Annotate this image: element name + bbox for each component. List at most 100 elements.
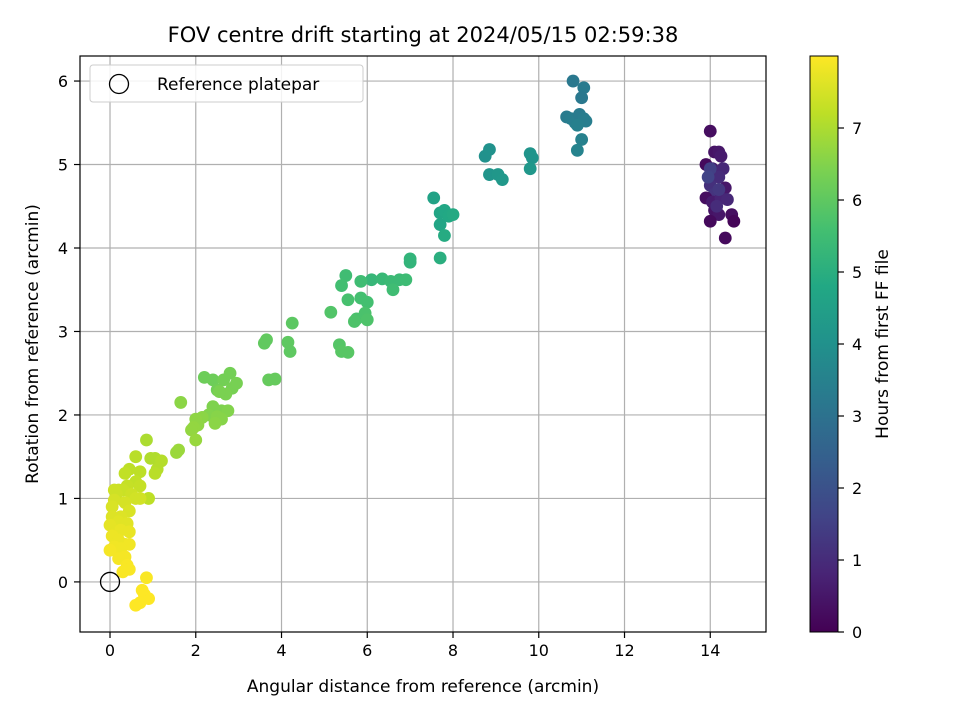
data-point: [718, 231, 732, 245]
data-point: [525, 151, 539, 165]
data-point: [135, 583, 149, 597]
data-point: [223, 366, 237, 380]
data-point: [339, 269, 353, 282]
data-point: [268, 372, 282, 386]
data-point: [260, 333, 273, 347]
data-points: [103, 74, 741, 612]
y-axis-ticks: 0 1 2 3 4 5 6: [58, 72, 80, 592]
x-tick-label: 4: [276, 641, 286, 660]
y-tick-label: 1: [58, 489, 68, 508]
x-tick-label: 2: [191, 641, 201, 660]
colorbar-tick-label: 7: [852, 119, 862, 138]
colorbar-ticks: 0 1 2 3 4 5 6 7: [838, 119, 862, 642]
x-tick-label: 14: [700, 641, 720, 660]
data-point: [433, 218, 447, 232]
data-point: [206, 373, 220, 387]
grid-lines: [80, 56, 766, 632]
x-tick-label: 6: [362, 641, 372, 660]
y-tick-label: 2: [58, 406, 68, 425]
data-point: [446, 208, 460, 222]
y-tick-label: 6: [58, 72, 68, 91]
data-point: [399, 273, 413, 287]
data-point: [189, 433, 203, 447]
y-tick-label: 3: [58, 322, 68, 341]
x-tick-label: 0: [105, 641, 115, 660]
data-point: [172, 443, 186, 457]
data-point: [285, 316, 299, 330]
data-point: [133, 465, 147, 479]
colorbar-tick-label: 0: [852, 623, 862, 642]
data-point: [727, 214, 741, 228]
y-tick-label: 4: [58, 239, 68, 258]
data-point: [523, 162, 537, 176]
data-point: [174, 396, 188, 409]
data-point: [140, 571, 153, 585]
data-point: [148, 466, 162, 480]
data-point: [403, 255, 417, 269]
chart-title: FOV centre drift starting at 2024/05/15 …: [168, 23, 679, 47]
data-point: [112, 552, 125, 565]
data-point: [348, 315, 361, 328]
data-point: [212, 385, 226, 398]
legend-box: [89, 64, 364, 103]
data-point: [703, 214, 717, 228]
colorbar-tick-label: 3: [852, 407, 862, 426]
x-axis-ticks: 0 2 4 6 8 10 12 14: [105, 632, 720, 660]
data-point: [133, 479, 147, 493]
data-point: [575, 91, 589, 105]
data-point: [341, 345, 355, 359]
data-point: [105, 500, 119, 514]
x-tick-label: 12: [614, 641, 634, 660]
data-point: [140, 433, 153, 447]
data-point: [712, 183, 726, 196]
colorbar-tick-label: 4: [852, 335, 862, 354]
data-point: [129, 598, 143, 612]
data-point: [710, 199, 724, 213]
colorbar-label: Hours from first FF file: [873, 249, 893, 439]
data-point: [116, 565, 130, 579]
data-point: [133, 492, 147, 505]
colorbar-tick-label: 1: [852, 551, 862, 570]
data-point: [354, 274, 368, 288]
colorbar-tick-label: 2: [852, 479, 862, 498]
data-point: [283, 345, 297, 358]
x-axis-label: Angular distance from reference (arcmin): [247, 677, 599, 697]
data-point: [129, 450, 143, 464]
plot-frame: [79, 55, 767, 633]
data-point: [103, 543, 117, 557]
legend-label: Reference platepar: [157, 75, 319, 95]
data-point: [570, 143, 584, 157]
data-point: [122, 525, 136, 539]
data-point: [324, 305, 338, 319]
data-point: [118, 466, 132, 480]
legend: Reference platepar: [89, 64, 364, 103]
y-axis-label: Rotation from reference (arcmin): [23, 204, 43, 484]
data-point: [208, 416, 222, 430]
data-point: [433, 251, 447, 265]
x-tick-label: 10: [529, 641, 549, 660]
data-point: [714, 149, 728, 163]
data-point: [701, 170, 715, 184]
colorbar-tick-label: 6: [852, 191, 862, 210]
data-point: [438, 229, 451, 242]
y-tick-label: 5: [58, 156, 68, 175]
data-point: [427, 191, 441, 205]
data-point: [360, 313, 374, 327]
data-point: [577, 81, 591, 95]
data-point: [365, 273, 378, 287]
data-point: [335, 279, 348, 292]
data-point: [566, 74, 580, 88]
legend-marker-icon: [108, 73, 130, 95]
data-point: [386, 283, 400, 297]
x-tick-label: 8: [448, 641, 458, 660]
data-point: [495, 173, 509, 186]
colorbar: 0 1 2 3 4 5 6 7 Hours from first FF file: [809, 55, 893, 642]
data-point: [712, 170, 726, 184]
data-point: [575, 133, 589, 146]
reference-point: [99, 571, 121, 593]
data-point: [483, 143, 496, 156]
colorbar-bar: [809, 55, 839, 633]
y-tick-label: 0: [58, 573, 68, 592]
data-point: [360, 295, 374, 309]
